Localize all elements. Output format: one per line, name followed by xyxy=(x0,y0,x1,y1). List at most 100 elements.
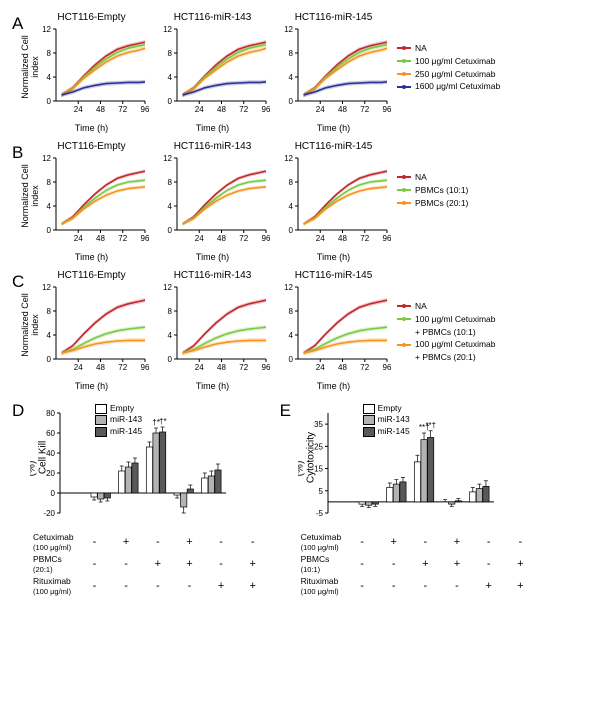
x-axis-label: Time (h) xyxy=(34,381,149,391)
svg-text:96: 96 xyxy=(383,363,391,372)
bar-legend-label: miR-145 xyxy=(378,426,410,437)
svg-text:4: 4 xyxy=(289,331,294,340)
svg-text:96: 96 xyxy=(262,363,270,372)
x-axis-label: Time (h) xyxy=(155,123,270,133)
treatment-label: PBMCs xyxy=(301,554,330,564)
svg-text:96: 96 xyxy=(262,234,270,243)
svg-text:0: 0 xyxy=(289,226,294,235)
svg-text:**†: **† xyxy=(425,421,436,430)
bar-legend: EmptymiR-143miR-145 xyxy=(363,403,410,437)
svg-text:0: 0 xyxy=(168,226,173,235)
svg-text:Cytotoxicity: Cytotoxicity xyxy=(305,432,316,483)
chart-title: HCT116-Empty xyxy=(34,141,149,152)
legend-label: 250 μg/ml Cetuximab xyxy=(415,68,496,81)
svg-text:48: 48 xyxy=(217,363,226,372)
treatment-sub: (100 μg/ml) xyxy=(33,587,71,596)
bar-legend-label: Empty xyxy=(378,403,402,414)
treatment-table: Cetuximab(100 μg/ml)-+-+--PBMCs(10:1)--+… xyxy=(298,530,538,598)
chart-title: HCT116-miR-143 xyxy=(155,270,270,281)
svg-text:4: 4 xyxy=(289,202,294,211)
svg-text:72: 72 xyxy=(118,234,127,243)
line-chart: 0481224487296 xyxy=(276,283,391,375)
svg-text:12: 12 xyxy=(42,154,51,163)
svg-text:8: 8 xyxy=(168,49,173,58)
svg-text:96: 96 xyxy=(383,234,391,243)
svg-text:72: 72 xyxy=(360,363,369,372)
svg-text:4: 4 xyxy=(289,73,294,82)
svg-text:48: 48 xyxy=(338,234,347,243)
legend-label: NA xyxy=(415,300,427,313)
x-axis-label: Time (h) xyxy=(276,381,391,391)
svg-text:96: 96 xyxy=(141,363,149,372)
y-axis-label: Normalized Cell index xyxy=(20,285,40,365)
x-axis-label: Time (h) xyxy=(155,381,270,391)
svg-text:72: 72 xyxy=(118,105,127,114)
treatment-label: PBMCs xyxy=(33,554,62,564)
svg-text:24: 24 xyxy=(195,105,204,114)
svg-text:4: 4 xyxy=(47,73,52,82)
svg-text:12: 12 xyxy=(163,25,172,34)
svg-text:80: 80 xyxy=(46,409,55,418)
line-chart: 0481224487296 xyxy=(34,154,149,246)
svg-text:8: 8 xyxy=(289,49,294,58)
treatment-sub: (100 μg/ml) xyxy=(33,543,71,552)
svg-text:8: 8 xyxy=(289,307,294,316)
svg-text:72: 72 xyxy=(239,234,248,243)
svg-text:72: 72 xyxy=(360,105,369,114)
legend-label: PBMCs (20:1) xyxy=(415,197,468,210)
x-axis-label: Time (h) xyxy=(34,123,149,133)
svg-text:24: 24 xyxy=(316,105,325,114)
svg-text:35: 35 xyxy=(314,420,323,429)
svg-text:96: 96 xyxy=(141,234,149,243)
legend: NA100 μg/ml Cetuximab250 μg/ml Cetuximab… xyxy=(397,42,500,93)
chart-title: HCT116-Empty xyxy=(34,12,149,23)
x-axis-label: Time (h) xyxy=(155,252,270,262)
x-axis-label: Time (h) xyxy=(34,252,149,262)
svg-text:24: 24 xyxy=(74,105,83,114)
svg-text:0: 0 xyxy=(47,97,52,106)
line-chart: 0481224487296 xyxy=(155,25,270,117)
svg-text:(%): (%) xyxy=(30,461,38,477)
x-axis-label: Time (h) xyxy=(276,123,391,133)
chart-title: HCT116-miR-143 xyxy=(155,141,270,152)
chart-title: HCT116-Empty xyxy=(34,270,149,281)
svg-text:4: 4 xyxy=(47,202,52,211)
svg-text:60: 60 xyxy=(46,429,55,438)
line-chart: 0481224487296 xyxy=(155,154,270,246)
svg-text:4: 4 xyxy=(168,73,173,82)
svg-text:12: 12 xyxy=(284,25,293,34)
y-axis-label: Normalized Cell index xyxy=(20,27,40,107)
chart-title: HCT116-miR-145 xyxy=(276,141,391,152)
treatment-sub: (100 μg/ml) xyxy=(301,587,339,596)
svg-text:48: 48 xyxy=(338,105,347,114)
bar-legend-label: miR-143 xyxy=(110,414,142,425)
treatment-sub: (10:1) xyxy=(301,565,321,574)
svg-text:72: 72 xyxy=(360,234,369,243)
panel-label: D xyxy=(12,399,30,421)
chart-title: HCT116-miR-145 xyxy=(276,12,391,23)
svg-text:-20: -20 xyxy=(43,509,55,518)
svg-text:24: 24 xyxy=(316,234,325,243)
svg-text:12: 12 xyxy=(42,25,51,34)
svg-text:Cell Kill: Cell Kill xyxy=(38,441,49,474)
svg-text:24: 24 xyxy=(316,363,325,372)
bar-legend: EmptymiR-143miR-145 xyxy=(95,403,142,437)
line-chart: 0481224487296 xyxy=(276,25,391,117)
svg-text:0: 0 xyxy=(168,97,173,106)
treatment-label: Rituximab xyxy=(33,576,71,586)
svg-text:(%): (%) xyxy=(298,461,306,477)
svg-text:72: 72 xyxy=(239,105,248,114)
legend-label: 1600 μg/ml Cetuximab xyxy=(415,80,500,93)
svg-text:12: 12 xyxy=(284,283,293,292)
svg-text:12: 12 xyxy=(163,154,172,163)
treatment-label: Rituximab xyxy=(301,576,339,586)
svg-text:0: 0 xyxy=(289,355,294,364)
bar-legend-label: miR-143 xyxy=(378,414,410,425)
svg-text:24: 24 xyxy=(74,363,83,372)
panel-label: E xyxy=(280,399,298,421)
treatment-sub: (20:1) xyxy=(33,565,53,574)
legend: NA100 μg/ml Cetuximab+ PBMCs (10:1)100 μ… xyxy=(397,300,496,364)
svg-text:96: 96 xyxy=(262,105,270,114)
line-chart: 0481224487296 xyxy=(34,25,149,117)
line-chart: 0481224487296 xyxy=(155,283,270,375)
